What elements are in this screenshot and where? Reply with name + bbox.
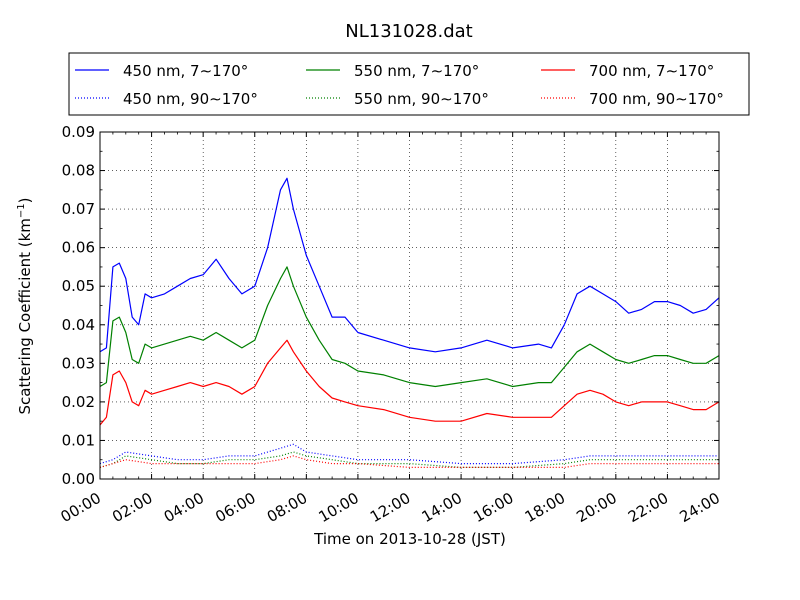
y-axis-label-close: )	[16, 197, 34, 203]
x-tick-label: 02:00	[109, 489, 155, 526]
y-tick-label: 0.02	[62, 393, 95, 411]
series-line-2	[99, 266, 720, 388]
y-tick-label: 0.04	[62, 316, 95, 334]
y-axis-label-sup: −1	[16, 203, 27, 218]
x-tick-label: 18:00	[522, 489, 568, 526]
x-tick-label: 08:00	[264, 489, 310, 526]
y-tick-label: 0.06	[62, 239, 95, 257]
legend-label-1: 450 nm, 90∼170°	[123, 90, 258, 108]
plot-background	[100, 132, 719, 479]
y-tick-label: 0.09	[62, 123, 95, 141]
y-tick-label: 0.01	[62, 431, 95, 449]
x-tick-label: 00:00	[58, 489, 104, 526]
chart-title: NL131028.dat	[345, 21, 472, 42]
series-line-3	[99, 451, 719, 468]
x-tick-label: 24:00	[677, 489, 723, 526]
x-tick-label: 16:00	[470, 489, 516, 526]
series-line-0	[99, 177, 720, 353]
x-tick-label: 12:00	[367, 489, 413, 526]
y-tick-label: 0.00	[62, 470, 95, 488]
legend-label-2: 550 nm, 7∼170°	[354, 62, 479, 80]
legend-label-3: 550 nm, 90∼170°	[354, 90, 489, 108]
series-line-1	[99, 443, 719, 465]
legend-label-4: 700 nm, 7∼170°	[589, 62, 714, 80]
legend-box	[68, 52, 750, 116]
legend: 450 nm, 7∼170° 450 nm, 90∼170° 550 nm, 7∼1…	[75, 62, 724, 108]
x-tick-label: 14:00	[419, 489, 465, 526]
x-tick-label: 06:00	[212, 489, 258, 526]
series-layer	[99, 177, 720, 468]
y-tick-label: 0.05	[62, 277, 95, 295]
legend-label-0: 450 nm, 7∼170°	[123, 62, 248, 80]
y-tick-label: 0.03	[62, 354, 95, 372]
x-tick-label: 20:00	[573, 489, 619, 526]
x-tick-label: 10:00	[315, 489, 361, 526]
y-tick-label: 0.07	[62, 200, 95, 218]
x-tick-label: 04:00	[161, 489, 207, 526]
legend-label-5: 700 nm, 90∼170°	[589, 90, 724, 108]
y-axis-label-main: Scattering Coefficient (km	[16, 218, 34, 414]
y-tick-label: 0.08	[62, 162, 95, 180]
series-line-4	[99, 339, 720, 426]
x-tick-label: 22:00	[625, 489, 671, 526]
x-axis-label: Time on 2013-10-28 (JST)	[313, 530, 506, 548]
y-axis-label: Scattering Coefficient (km−1)	[16, 197, 34, 414]
